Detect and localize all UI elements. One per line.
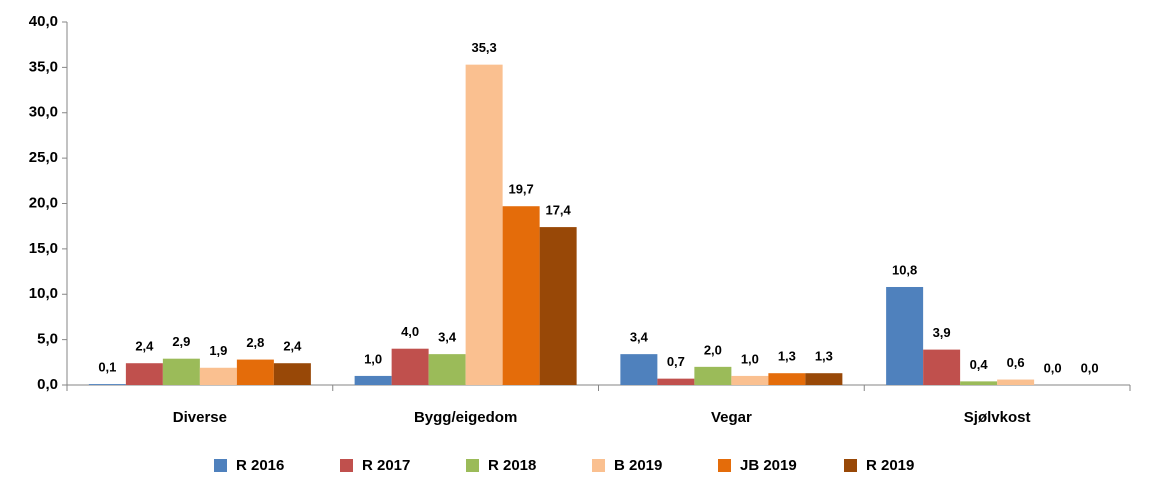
y-tick-label: 10,0 [29, 285, 58, 302]
data-label: 35,3 [471, 40, 496, 55]
bar [997, 379, 1035, 385]
x-tick-label: Vegar [711, 409, 752, 426]
y-tick-label: 0,0 [37, 376, 58, 393]
bar [125, 363, 163, 385]
data-label: 3,4 [438, 330, 457, 345]
bar [236, 359, 274, 385]
data-label: 2,8 [246, 335, 264, 350]
bar [620, 354, 658, 385]
y-tick-label: 25,0 [29, 149, 58, 166]
y-tick-label: 35,0 [29, 58, 58, 75]
data-label: 3,9 [933, 325, 951, 340]
data-label: 4,0 [401, 324, 419, 339]
data-label: 1,3 [815, 349, 833, 364]
bar [539, 227, 577, 385]
x-tick-label: Diverse [173, 409, 227, 426]
bar [805, 373, 843, 385]
bar [731, 375, 769, 385]
x-tick-label: Bygg/eigedom [414, 409, 517, 426]
bar [391, 348, 429, 385]
legend-label: R 2017 [362, 457, 410, 474]
y-tick-label: 20,0 [29, 194, 58, 211]
x-tick-label: Sjølvkost [964, 409, 1031, 426]
data-label: 0,0 [1081, 360, 1099, 375]
data-label: 0,1 [98, 360, 116, 375]
bar [199, 367, 237, 385]
legend-swatch [844, 459, 857, 472]
data-label: 1,0 [364, 351, 382, 366]
data-label: 2,4 [283, 339, 302, 354]
legend-label: R 2016 [236, 457, 284, 474]
legend-swatch [466, 459, 479, 472]
bar [657, 378, 695, 385]
legend-label: B 2019 [614, 457, 662, 474]
data-label: 2,9 [172, 334, 190, 349]
data-label: 2,4 [135, 339, 154, 354]
legend-label: JB 2019 [740, 457, 797, 474]
legend-swatch [592, 459, 605, 472]
bar [465, 64, 503, 385]
legend-swatch [214, 459, 227, 472]
bar [923, 349, 961, 385]
bar [886, 286, 924, 385]
y-tick-label: 15,0 [29, 240, 58, 257]
data-label: 0,4 [970, 357, 989, 372]
bar [768, 373, 806, 385]
legend-swatch [340, 459, 353, 472]
data-label: 0,0 [1044, 360, 1062, 375]
data-label: 1,0 [741, 351, 759, 366]
bar [428, 354, 466, 385]
data-label: 0,7 [667, 354, 685, 369]
data-label: 19,7 [508, 182, 533, 197]
bar [88, 384, 126, 385]
data-label: 1,9 [209, 343, 227, 358]
y-tick-label: 40,0 [29, 13, 58, 30]
legend-label: R 2019 [866, 457, 914, 474]
bar [273, 363, 311, 385]
data-label: 2,0 [704, 342, 722, 357]
legend-label: R 2018 [488, 457, 536, 474]
data-label: 17,4 [545, 203, 571, 218]
data-label: 10,8 [892, 262, 917, 277]
y-tick-label: 5,0 [37, 331, 58, 348]
data-label: 3,4 [630, 330, 649, 345]
data-label: 0,6 [1007, 355, 1025, 370]
bar [502, 206, 540, 385]
bar [354, 375, 392, 385]
bar [694, 366, 732, 385]
bar [162, 358, 200, 385]
data-label: 1,3 [778, 349, 796, 364]
legend-swatch [718, 459, 731, 472]
y-tick-label: 30,0 [29, 104, 58, 121]
bar [960, 381, 998, 385]
